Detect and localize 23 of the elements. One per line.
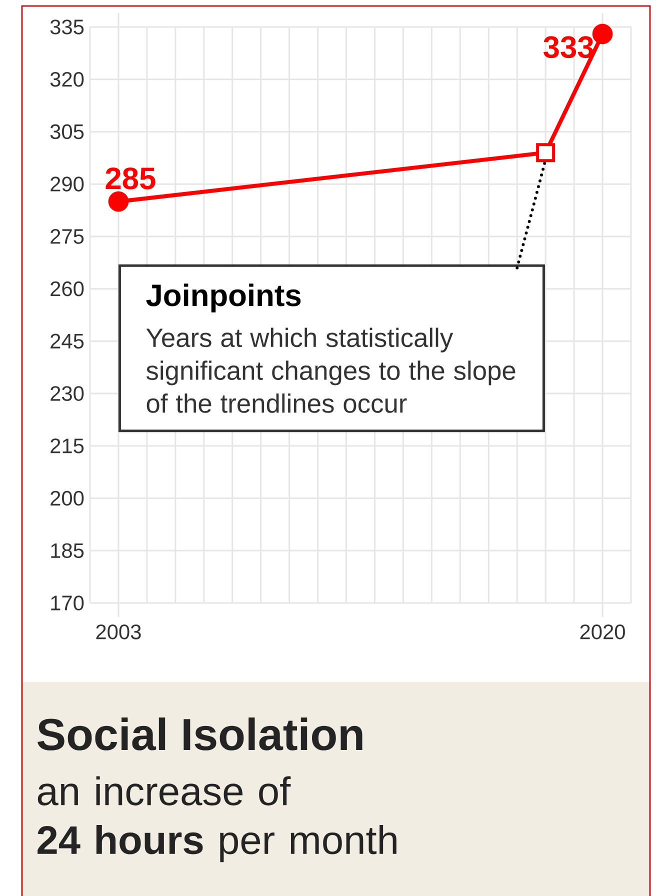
y-tick-label: 185 [51,543,84,558]
point [536,143,556,162]
y-tick-label: 215 [50,438,84,454]
y-tick-label: 200 [50,490,84,506]
y-tick-label: 305 [50,124,84,140]
x-tick-label: 2003 [96,624,141,640]
text: Social Isolation [37,718,362,750]
y-tick-label: 275 [50,229,84,244]
y-tick-label: 320 [50,72,84,87]
y-tick-label: 230 [50,386,84,401]
y-tick-label: 290 [50,176,84,192]
y-tick-label: 170 [51,596,84,610]
annotation: Joinpoints [146,284,301,312]
text: an increase of 24 hours per month [38,776,396,862]
y-tick-label: 335 [50,20,84,34]
point [108,191,129,212]
data-label: 333 [544,36,594,58]
y-tick-label: 260 [50,281,84,296]
y-tick-label: 245 [50,334,84,349]
point [592,24,613,44]
x-tick-label: 2020 [580,624,625,640]
data-label: 285 [106,167,156,190]
annotation: Years at which statistically significant changes to the slope of the trendlines occur [146,328,516,413]
